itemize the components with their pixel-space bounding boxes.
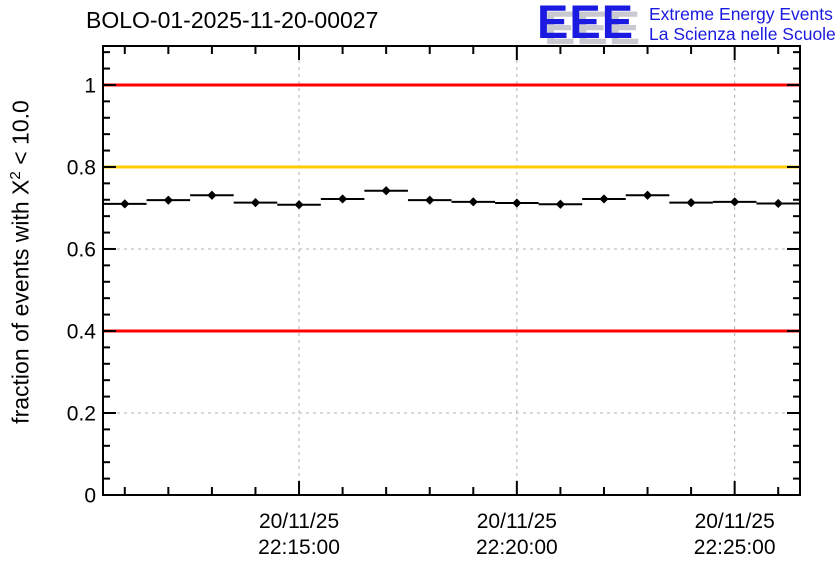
data-point-marker xyxy=(599,194,609,204)
data-point-marker xyxy=(337,194,348,204)
y-tick-label: 0.2 xyxy=(67,402,96,425)
data-point-marker xyxy=(642,190,653,200)
data-point-marker xyxy=(250,198,261,208)
data-point-marker xyxy=(294,200,304,210)
x-tick-label-time: 22:20:00 xyxy=(476,536,558,559)
y-axis-title-text: fraction of events with X xyxy=(7,179,34,424)
y-axis-title: fraction of events with X2 < 10.0 xyxy=(7,22,37,502)
y-axis-title-suffix: < 10.0 xyxy=(7,100,34,172)
y-axis-title-superscript: 2 xyxy=(7,171,24,180)
logo-tagline-1: Extreme Energy Events xyxy=(649,4,833,24)
y-tick-label: 0.6 xyxy=(67,238,96,261)
data-point-marker xyxy=(773,198,783,209)
data-point-marker xyxy=(381,186,391,196)
chart-title: BOLO-01-2025-11-20-00027 xyxy=(86,7,379,33)
eee-logo-taglines: Extreme Energy Events La Scienza nelle S… xyxy=(649,4,836,44)
y-tick-label: 1 xyxy=(84,74,96,97)
eee-logo-letters: EEE xyxy=(537,0,635,48)
data-point-marker xyxy=(207,190,217,200)
data-point-marker xyxy=(468,197,478,207)
logo-tagline-2: La Scienza nelle Scuole xyxy=(649,24,836,44)
data-point-marker xyxy=(120,199,130,209)
x-tick-label-time: 22:25:00 xyxy=(694,536,776,559)
data-point-marker xyxy=(163,195,173,205)
data-point-marker xyxy=(686,198,696,208)
data-point-marker xyxy=(555,199,566,209)
x-tick-label-date: 20/11/25 xyxy=(695,510,775,533)
eee-logo: EEE Extreme Energy Events La Scienza nel… xyxy=(537,0,836,48)
y-tick-label: 0.8 xyxy=(67,156,96,179)
data-point-marker xyxy=(512,198,522,208)
x-tick-label-date: 20/11/25 xyxy=(477,510,557,533)
x-tick-label-time: 22:15:00 xyxy=(258,536,340,559)
data-point-marker xyxy=(730,197,740,207)
plot-frame xyxy=(102,45,801,496)
y-tick-label: 0 xyxy=(84,485,96,508)
data-point-marker xyxy=(425,195,435,205)
x-tick-label-date: 20/11/25 xyxy=(259,510,339,533)
y-tick-label: 0.4 xyxy=(67,320,97,343)
